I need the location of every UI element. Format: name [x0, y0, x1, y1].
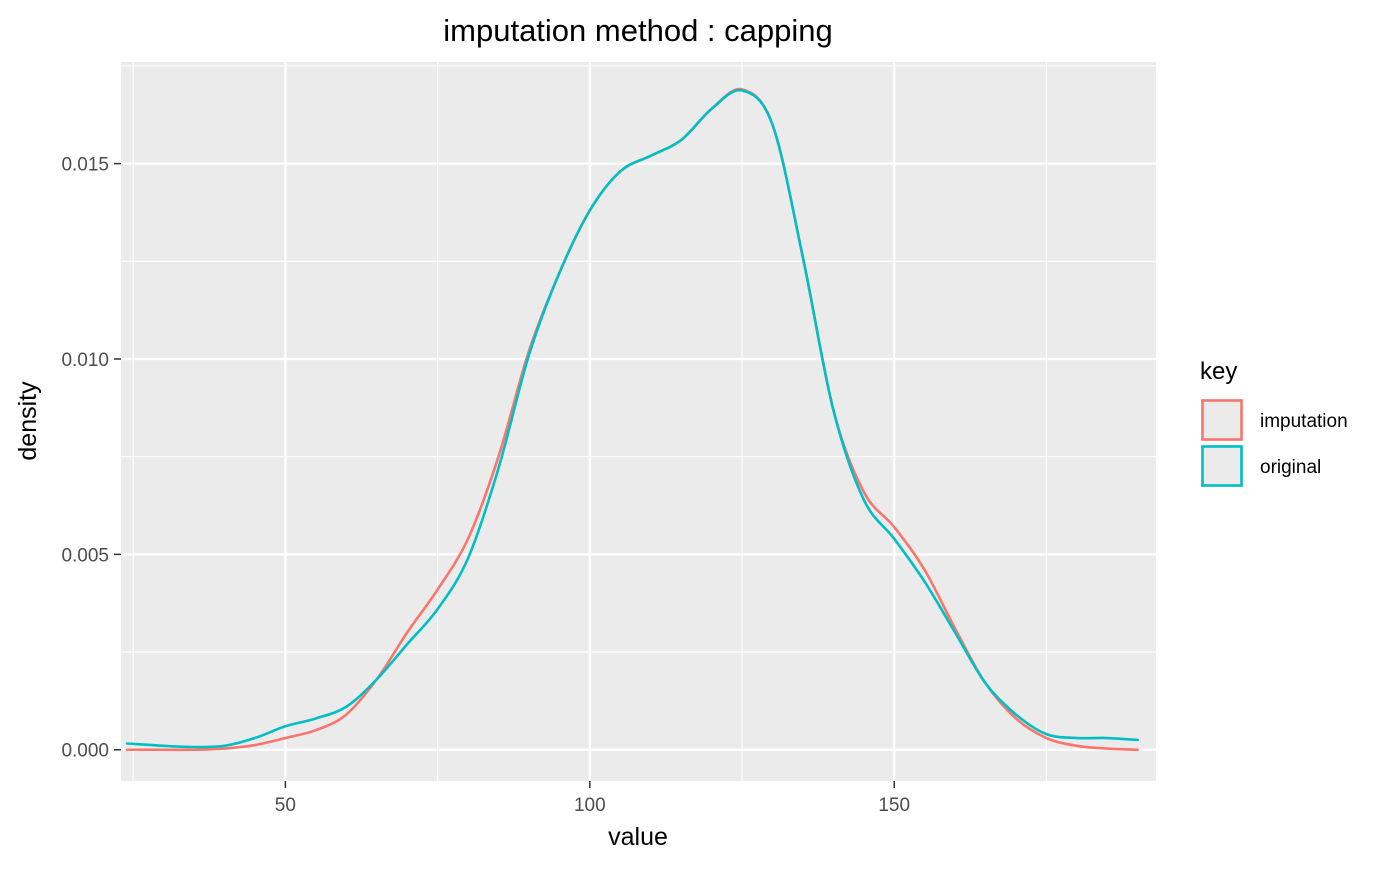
- y-tick-label: 0.000: [61, 741, 109, 762]
- x-axis-title: value: [608, 823, 668, 851]
- y-tick-label: 0.005: [61, 545, 109, 566]
- legend-items: imputation original: [1201, 399, 1348, 487]
- x-tick-label: 150: [878, 795, 910, 816]
- x-axis: 50 100 150: [275, 781, 910, 816]
- legend-title: key: [1200, 358, 1237, 385]
- plot-panel: [121, 62, 1156, 781]
- legend-key-swatch: [1201, 445, 1243, 487]
- legend-item-original: original: [1201, 445, 1321, 487]
- series-line-original: [125, 88, 1140, 749]
- legend-key-swatch: [1201, 399, 1243, 441]
- chart-title: imputation method : capping: [443, 13, 832, 48]
- x-tick-label: 50: [275, 795, 296, 816]
- y-axis: 0.000 0.005 0.010 0.015: [61, 155, 121, 762]
- major-gridlines: [121, 62, 1156, 781]
- legend-label: original: [1260, 457, 1321, 478]
- legend: key imputation original: [1200, 358, 1348, 487]
- y-tick-label: 0.015: [61, 155, 109, 176]
- legend-label: imputation: [1260, 411, 1348, 432]
- legend-item-imputation: imputation: [1201, 399, 1348, 441]
- y-tick-label: 0.010: [61, 350, 109, 371]
- x-tick-label: 100: [574, 795, 606, 816]
- minor-gridlines: [121, 62, 1156, 781]
- series-layer: [125, 87, 1140, 752]
- y-axis-title: density: [14, 381, 42, 461]
